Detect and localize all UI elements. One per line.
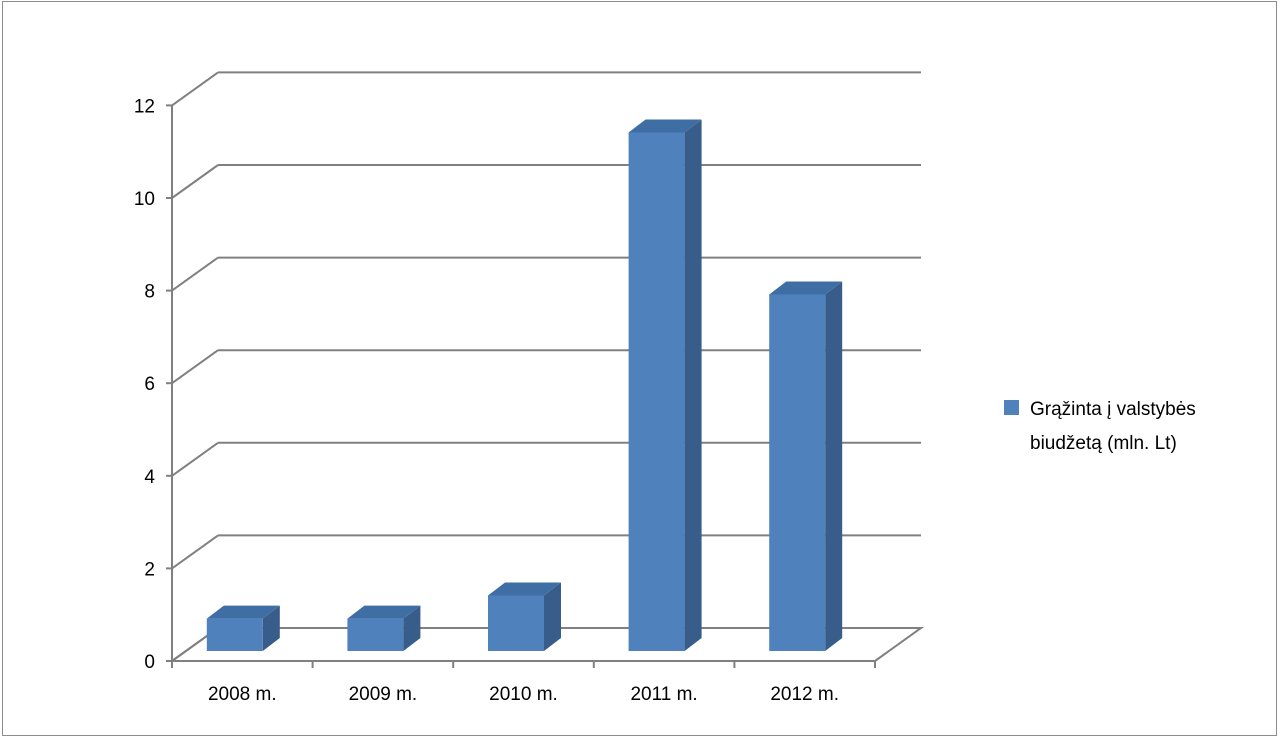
bar-top <box>488 582 561 596</box>
bar-front <box>769 294 826 651</box>
bar-2010 m. <box>488 582 561 651</box>
legend-label-line-1: Grąžinta į valstybės <box>1030 399 1196 420</box>
floor-outline <box>171 627 925 662</box>
side-gridline-2 <box>171 534 219 570</box>
legend: Grąžinta į valstybės biudžetą (mln. Lt) <box>1004 399 1196 454</box>
y-tick-label: 0 <box>144 652 155 673</box>
bar-front <box>488 595 544 651</box>
y-tick-label: 8 <box>144 282 155 303</box>
x-tick-label: 2012 m. <box>770 684 839 705</box>
bar-top <box>628 119 702 133</box>
bar-side <box>825 281 843 651</box>
bar-side <box>544 582 561 651</box>
x-tick-label: 2009 m. <box>349 684 418 705</box>
bar-side <box>262 605 280 651</box>
y-tick-label: 2 <box>144 559 155 580</box>
y-tick-label: 10 <box>134 189 155 210</box>
y-tick-label: 12 <box>134 96 155 117</box>
bar-2012 m. <box>769 281 843 651</box>
bar-side <box>403 605 421 651</box>
bar-2009 m. <box>347 605 421 651</box>
x-tick-label: 2011 m. <box>630 684 697 705</box>
bar-front <box>628 132 685 651</box>
bar-2011 m. <box>628 119 702 651</box>
y-tick-label: 6 <box>144 374 155 395</box>
side-gridline-10 <box>171 164 219 199</box>
side-gridline-4 <box>171 441 219 477</box>
bar-side <box>684 119 702 651</box>
axes <box>166 104 925 668</box>
side-gridline-8 <box>171 256 219 292</box>
legend-swatch <box>1004 400 1019 415</box>
side-gridline-12 <box>171 71 219 107</box>
side-gridline-6 <box>171 349 219 385</box>
bars <box>206 119 843 651</box>
bar-2008 m. <box>206 605 280 651</box>
bar-front <box>206 618 263 651</box>
tick-labels: 0 2 4 6 8 10 12 2008 m. 2009 m. 2010 m. 2011 m. 201… <box>134 96 839 705</box>
x-tick-label: 2010 m. <box>489 684 558 705</box>
bar-top <box>769 281 843 295</box>
bar-top <box>206 605 280 619</box>
bar-top <box>347 605 421 619</box>
legend-label-line-2: biudžetą (mln. Lt) <box>1030 433 1177 454</box>
bar-front <box>347 618 404 651</box>
x-tick-label: 2008 m. <box>208 684 277 705</box>
y-tick-label: 4 <box>144 467 155 488</box>
